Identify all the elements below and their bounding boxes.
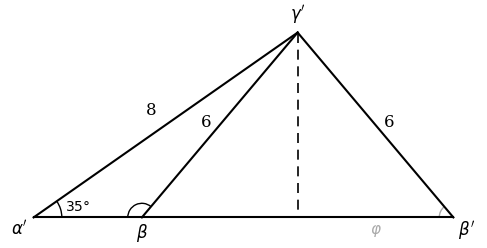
Text: 8: 8 <box>146 102 157 119</box>
Text: $\beta'$: $\beta'$ <box>458 219 475 242</box>
Text: $35°$: $35°$ <box>65 200 90 214</box>
Text: $\beta$: $\beta$ <box>136 222 148 244</box>
Text: 6: 6 <box>200 115 211 131</box>
Text: $\varphi$: $\varphi$ <box>370 223 381 240</box>
Text: $\gamma'$: $\gamma'$ <box>290 3 305 27</box>
Text: $\alpha'$: $\alpha'$ <box>11 219 28 238</box>
Text: 6: 6 <box>384 115 395 131</box>
